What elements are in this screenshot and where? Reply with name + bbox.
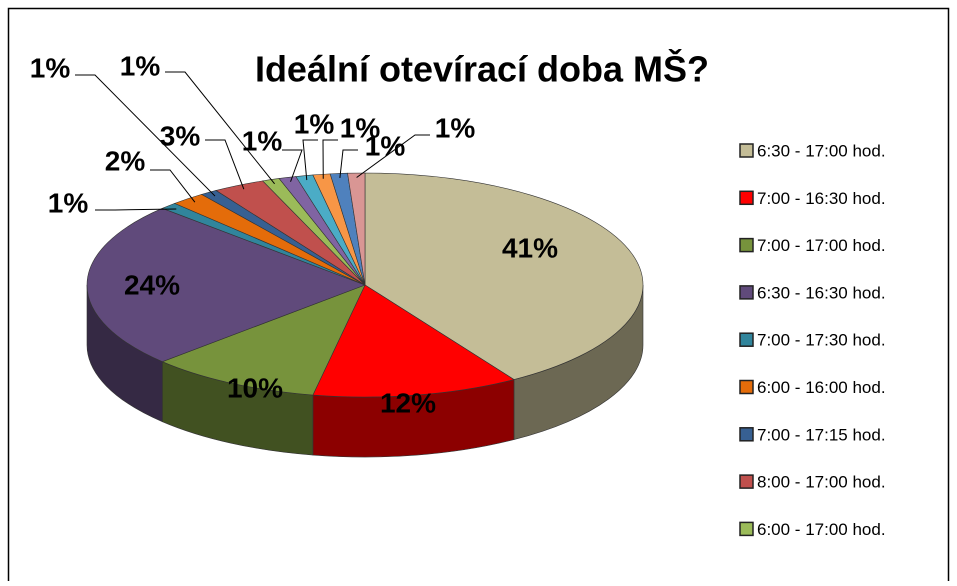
- legend-label: 7:00 - 17:00 hod.: [757, 236, 886, 255]
- legend-label: 8:00 - 17:00 hod.: [757, 473, 886, 492]
- slice: [364, 172, 644, 380]
- legend-swatch: [739, 190, 754, 206]
- leader-line: [205, 139, 245, 190]
- data-label: 24%: [124, 269, 180, 300]
- slice: [347, 172, 366, 286]
- data-label: 41%: [502, 232, 558, 263]
- data-label: 1%: [294, 108, 335, 139]
- leader-line: [339, 149, 358, 179]
- data-label: 1%: [30, 52, 71, 83]
- legend-swatch: [739, 427, 754, 442]
- legend-label: 7:00 - 16:30 hod.: [757, 189, 886, 208]
- legend-label: 6:00 - 17:00 hod.: [757, 520, 886, 539]
- leader-line: [165, 71, 275, 185]
- legend-swatch: [739, 332, 754, 347]
- slice: [86, 208, 366, 362]
- legend-label: 6:00 - 16:00 hod.: [757, 378, 886, 397]
- legend-swatch: [739, 521, 754, 537]
- data-label: 1%: [242, 125, 283, 156]
- legend-swatch: [739, 285, 754, 300]
- leader-line: [282, 149, 303, 182]
- data-label: 2%: [105, 145, 146, 176]
- chart-title: Ideální otevírací doba MŠ?: [255, 48, 709, 90]
- leader-line: [95, 208, 177, 211]
- data-label: 1%: [435, 112, 476, 143]
- legend-swatch: [739, 143, 754, 158]
- slice: [161, 284, 366, 396]
- data-label: 1%: [48, 187, 89, 218]
- leader-line: [356, 134, 430, 178]
- leader-line: [302, 139, 318, 181]
- legend-swatch: [739, 379, 754, 395]
- legend-swatch: [739, 237, 754, 253]
- leader-line: [322, 139, 338, 179]
- legend-swatch: [739, 474, 754, 489]
- data-label: 12%: [380, 387, 436, 418]
- data-label: 10%: [227, 372, 283, 403]
- leader-line: [150, 169, 196, 203]
- slice: [312, 284, 515, 398]
- data-label: 1%: [340, 112, 381, 143]
- legend-label: 7:00 - 17:15 hod.: [757, 425, 886, 444]
- legend-label: 6:30 - 17:00 hod.: [757, 141, 886, 160]
- data-label: 3%: [160, 120, 201, 151]
- legend-label: 6:30 - 16:30 hod.: [757, 283, 886, 302]
- data-label: 1%: [120, 50, 161, 81]
- legend-label: 7:00 - 17:30 hod.: [757, 331, 886, 350]
- leader-line: [75, 74, 216, 197]
